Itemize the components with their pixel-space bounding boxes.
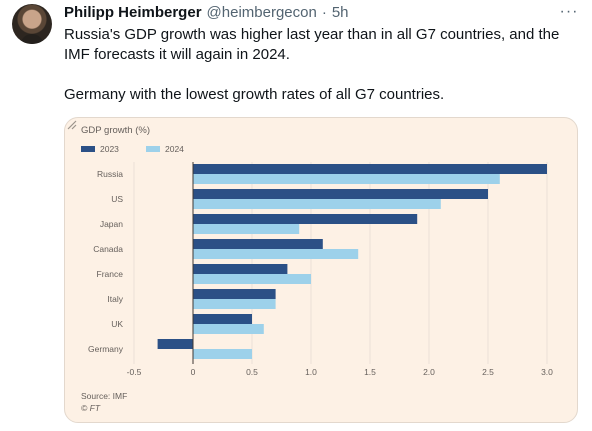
bar-2024 <box>193 299 276 309</box>
bar-2023 <box>193 164 547 174</box>
legend-label-2024: 2024 <box>165 144 184 154</box>
category-label: Germany <box>88 344 124 354</box>
avatar[interactable] <box>12 4 52 44</box>
author-handle[interactable]: @heimbergecon <box>206 4 317 21</box>
x-tick-label: 0.5 <box>246 367 258 377</box>
x-tick-label: 3.0 <box>541 367 553 377</box>
bar-2023 <box>193 214 418 224</box>
x-tick-label: 0 <box>191 367 196 377</box>
category-label: UK <box>111 319 123 329</box>
tweet-paragraph-1: Russia's GDP growth was higher last year… <box>64 26 560 63</box>
legend-swatch-2023 <box>81 146 95 152</box>
category-label: Japan <box>100 219 123 229</box>
x-tick-label: -0.5 <box>127 367 142 377</box>
legend-swatch-2024 <box>146 146 160 152</box>
bar-2024 <box>193 349 252 359</box>
category-label: US <box>111 194 123 204</box>
tweet-header: Philipp Heimberger @heimbergecon · 5h <box>64 4 349 22</box>
bar-2024 <box>193 249 359 259</box>
chart-credit: © FT <box>81 403 101 413</box>
bar-2024 <box>193 224 300 234</box>
bar-2024 <box>193 199 441 209</box>
x-tick-label: 1.5 <box>364 367 376 377</box>
bar-2023 <box>193 264 288 274</box>
category-label: Russia <box>97 169 123 179</box>
category-label: Italy <box>107 294 123 304</box>
author-name[interactable]: Philipp Heimberger <box>64 4 202 21</box>
bar-2024 <box>193 274 311 284</box>
bar-2023 <box>193 189 488 199</box>
bar-2023 <box>157 339 193 349</box>
x-tick-label: 1.0 <box>305 367 317 377</box>
tweet-paragraph-2: Germany with the lowest growth rates of … <box>64 86 445 103</box>
timestamp[interactable]: 5h <box>331 4 349 21</box>
category-label: Canada <box>93 244 123 254</box>
x-tick-label: 2.0 <box>423 367 435 377</box>
bar-2024 <box>193 174 500 184</box>
category-label: France <box>97 269 124 279</box>
bar-2023 <box>193 239 323 249</box>
chart-source: Source: IMF <box>81 391 127 401</box>
tweet-text: Russia's GDP growth was higher last year… <box>64 25 584 105</box>
expand-icon[interactable] <box>65 118 79 132</box>
chart-title: GDP growth (%) <box>81 125 150 136</box>
more-horizontal-icon[interactable]: ··· <box>559 3 579 20</box>
bar-2023 <box>193 314 252 324</box>
x-tick-label: 2.5 <box>482 367 494 377</box>
legend-label-2023: 2023 <box>100 144 119 154</box>
gdp-growth-chart: GDP growth (%) 2023 2024 -0.5 0 0.5 1.0 1.5 2.0 2… <box>81 125 553 413</box>
bar-2023 <box>193 289 276 299</box>
separator: · <box>321 4 327 21</box>
bar-2024 <box>193 324 264 334</box>
chart-image-card[interactable]: GDP growth (%) 2023 2024 -0.5 0 0.5 1.0 1.5 2.0 2… <box>64 117 578 423</box>
